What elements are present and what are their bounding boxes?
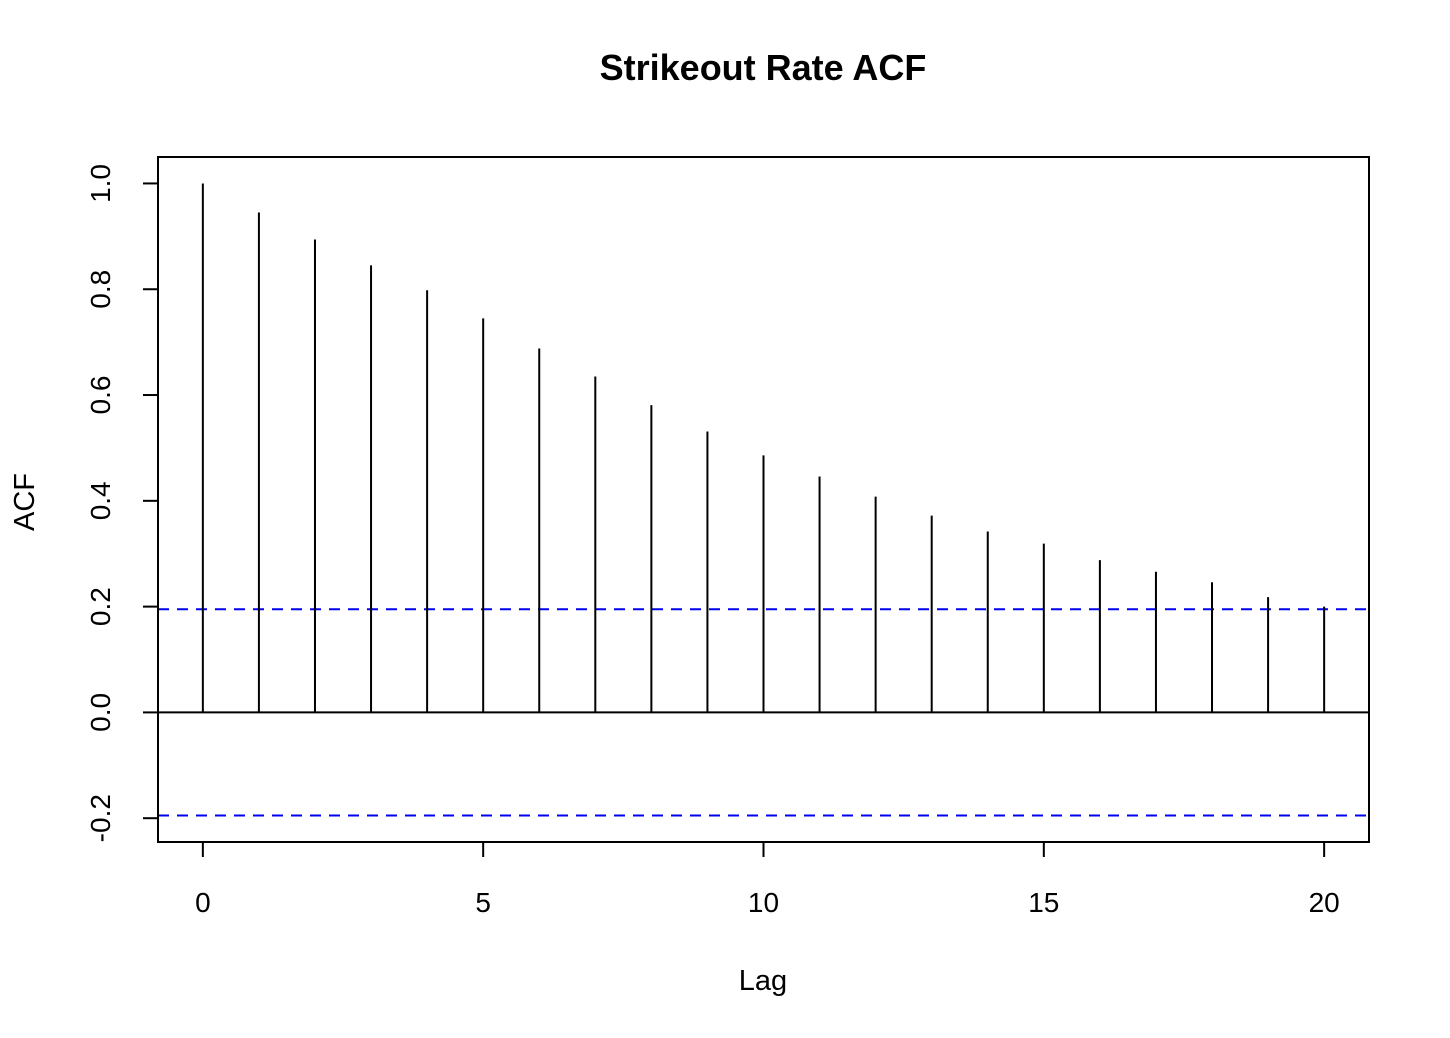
chart-title: Strikeout Rate ACF xyxy=(600,47,927,88)
y-axis-label: ACF xyxy=(9,473,41,531)
y-tick-label: 0.6 xyxy=(85,376,116,415)
x-axis-label: Lag xyxy=(739,965,787,997)
plot-area xyxy=(157,156,1370,843)
y-tick-label: 0.0 xyxy=(85,693,116,732)
x-tick-label: 20 xyxy=(1309,887,1340,918)
y-tick-label: 1.0 xyxy=(85,164,116,203)
y-tick-label: 0.4 xyxy=(85,481,116,520)
y-tick-label: 0.8 xyxy=(85,270,116,309)
y-tick-label: -0.2 xyxy=(85,794,116,842)
x-tick-label: 5 xyxy=(475,887,491,918)
x-tick-label: 10 xyxy=(748,887,779,918)
y-axis: -0.2 0.0 0.2 0.4 0.6 0.8 1.0 xyxy=(85,164,159,842)
x-tick-label: 0 xyxy=(195,887,211,918)
x-axis: 0 5 10 15 20 xyxy=(195,841,1340,918)
y-tick-label: 0.2 xyxy=(85,587,116,626)
x-tick-label: 15 xyxy=(1028,887,1059,918)
